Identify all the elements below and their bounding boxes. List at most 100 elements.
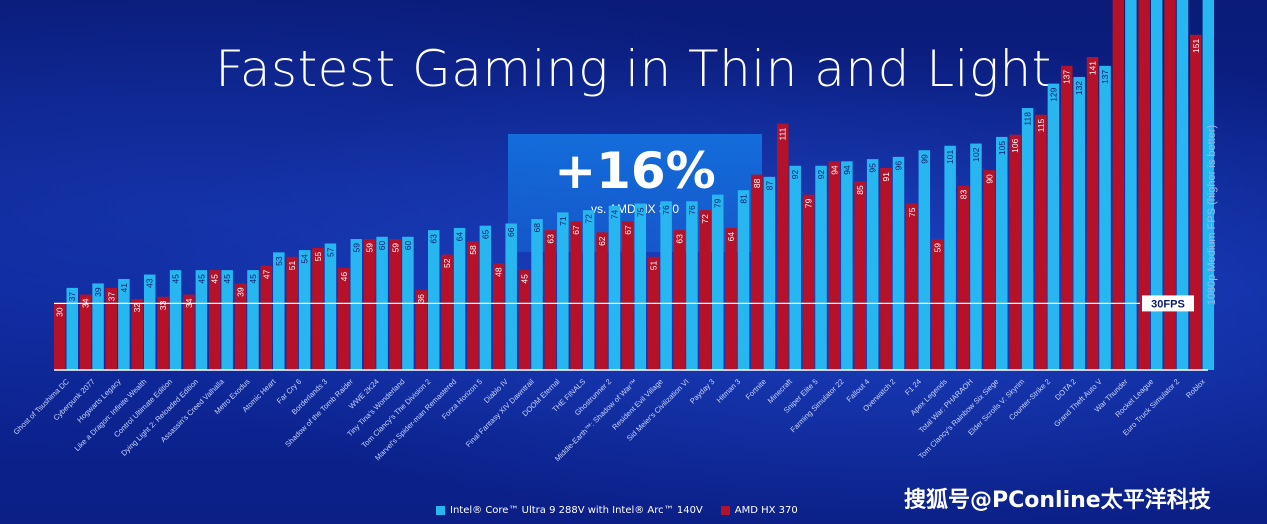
chart-title: Fastest Gaming in Thin and Light (215, 40, 1052, 98)
bar-intel (1176, 0, 1189, 371)
bar-label-intel: 65 (480, 229, 490, 239)
bar-label-amd: 63 (545, 234, 555, 244)
bar-label-intel: 45 (171, 274, 181, 284)
bar-intel (531, 219, 543, 370)
bar-intel (996, 136, 1008, 370)
bar-intel (1202, 0, 1215, 371)
bar-label-amd: 33 (158, 300, 168, 310)
bar-intel (427, 230, 440, 370)
bar-label-intel: 94 (842, 165, 852, 175)
bar-amd (544, 230, 557, 370)
bar-label-intel: 72 (584, 214, 594, 224)
bar-label-intel: 76 (661, 205, 671, 215)
bar-label-amd: 91 (881, 172, 891, 182)
bar-amd (54, 303, 66, 370)
bar-amd (647, 256, 660, 370)
bar-amd (906, 203, 918, 370)
bar-label-amd: 141 (1088, 61, 1098, 75)
bar-label-intel: 68 (532, 223, 542, 233)
bar-label-amd: 45 (210, 274, 220, 284)
bar-intel (841, 161, 853, 370)
bar-label-amd: 58 (468, 245, 478, 255)
legend-swatch-intel (436, 505, 445, 515)
bar-amd (957, 185, 970, 370)
bar-amd (596, 232, 608, 370)
bar-label-intel: 76 (687, 205, 697, 215)
bar-label-intel: 59 (351, 243, 361, 253)
bar-label-intel: 99 (919, 154, 929, 164)
bar-label-amd: 67 (571, 225, 581, 235)
reference-label-box (1142, 295, 1194, 312)
bar-label-amd: 83 (958, 189, 968, 199)
bar-intel (918, 150, 931, 370)
bar-label-intel: 66 (506, 227, 516, 237)
category-label: Fortnite (744, 377, 768, 401)
bar-label-amd: 62 (597, 236, 607, 246)
bar-intel (298, 250, 311, 370)
bar-label-intel: 39 (93, 287, 103, 297)
bar-amd (415, 290, 427, 370)
bar-intel (712, 194, 724, 370)
bar-label-amd: 59 (390, 243, 400, 253)
bar-label-intel: 63 (429, 234, 439, 244)
bar-label-amd: 55 (313, 252, 323, 262)
bar-label-amd: 94 (829, 165, 839, 175)
bar-label-intel: 118 (1023, 112, 1033, 126)
bar-amd (183, 294, 195, 370)
bar-amd (1035, 114, 1047, 370)
category-label: Roblox (1184, 377, 1207, 400)
bar-label-intel: 81 (739, 194, 749, 204)
bar-amd (312, 247, 324, 370)
bar-label-intel: 132 (1074, 81, 1084, 95)
bar-label-amd: 36 (416, 294, 426, 304)
bar-label-amd: 79 (804, 198, 814, 208)
bar-label-intel: 75 (635, 207, 645, 217)
bar-intel (350, 239, 363, 370)
callout-value: +16% (554, 142, 716, 200)
bar-label-amd: 59 (365, 243, 375, 253)
bar-label-intel: 101 (945, 150, 955, 164)
bar-label-intel: 45 (248, 274, 258, 284)
bar-amd (828, 161, 841, 370)
bar-amd (338, 267, 350, 370)
bar-intel (582, 210, 595, 370)
bar-label-intel: 96 (893, 161, 903, 171)
bar-amd (157, 296, 169, 370)
bar-intel (892, 156, 905, 370)
bar-label-amd: 75 (907, 207, 917, 217)
bar-amd (79, 294, 92, 370)
bar-amd (131, 298, 143, 370)
bar-amd (208, 270, 221, 370)
bar-intel (1073, 76, 1085, 371)
bar-intel (608, 205, 621, 370)
legend-label-amd: AMD HX 370 (734, 504, 798, 516)
bar-label-intel: 87 (764, 181, 774, 191)
bar-intel (737, 190, 750, 370)
bar-amd (1060, 65, 1073, 371)
bar-label-amd: 32 (132, 303, 142, 313)
bar-amd (1190, 34, 1202, 370)
bar-label-intel: 37 (67, 292, 77, 302)
bar-amd (1112, 0, 1125, 371)
bar-amd (802, 194, 815, 370)
bar-amd (1164, 0, 1176, 371)
bar-label-amd: 67 (623, 225, 633, 235)
bar-intel (763, 176, 776, 370)
bar-intel (1047, 83, 1060, 371)
bar-amd (880, 167, 892, 370)
bar-amd (363, 239, 376, 370)
bar-label-intel: 54 (300, 254, 310, 264)
bar-label-intel: 45 (196, 274, 206, 284)
bar-amd (699, 210, 711, 370)
bar-label-intel: 92 (816, 170, 826, 180)
bar-intel (557, 212, 569, 370)
bar-label-intel: 105 (997, 141, 1007, 155)
bar-label-intel: 74 (609, 209, 619, 219)
bar-amd (1086, 56, 1099, 370)
bar-intel (247, 270, 259, 370)
bar-intel (479, 225, 492, 370)
bar-intel (686, 201, 698, 370)
bar-intel (970, 143, 982, 370)
bar-label-intel: 60 (377, 241, 387, 251)
